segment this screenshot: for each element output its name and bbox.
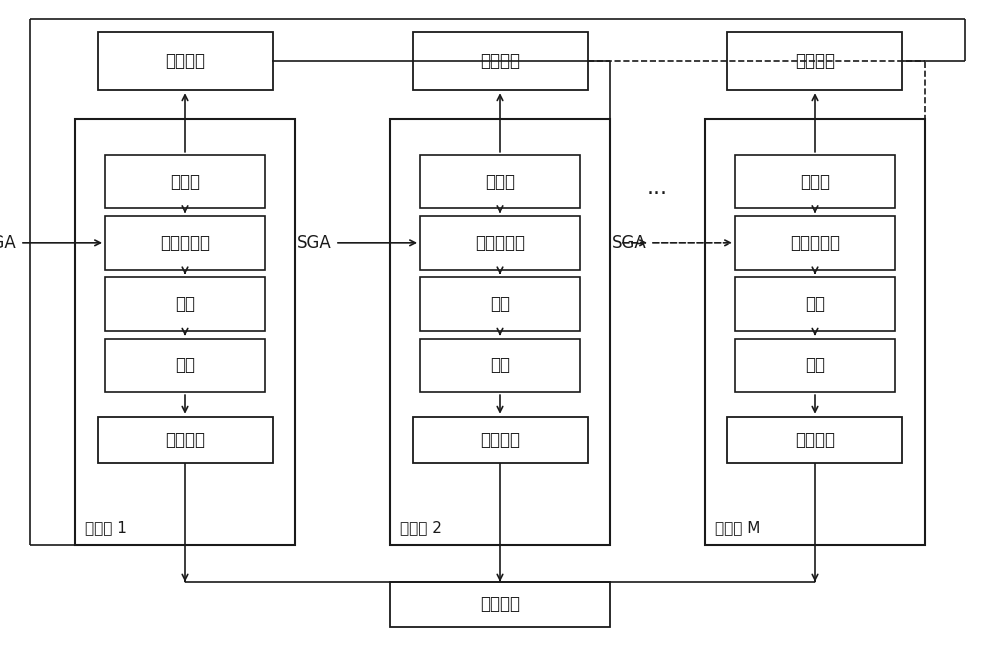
Bar bbox=[105, 277, 265, 331]
Text: 移民算子: 移民算子 bbox=[795, 52, 835, 70]
Bar bbox=[413, 417, 588, 463]
Bar bbox=[705, 119, 925, 545]
Bar bbox=[420, 339, 580, 392]
Text: SGA: SGA bbox=[297, 234, 332, 252]
Text: 子种群 1: 子种群 1 bbox=[85, 521, 127, 535]
Text: 人工选择: 人工选择 bbox=[165, 431, 205, 449]
Text: 子种群 M: 子种群 M bbox=[715, 521, 760, 535]
Text: SGA: SGA bbox=[0, 234, 17, 252]
Text: 初始化: 初始化 bbox=[485, 173, 515, 190]
Bar bbox=[105, 155, 265, 208]
Text: 交叉: 交叉 bbox=[175, 295, 195, 313]
Text: 人工选择: 人工选择 bbox=[795, 431, 835, 449]
Bar bbox=[735, 339, 895, 392]
Bar bbox=[735, 277, 895, 331]
Bar bbox=[727, 417, 902, 463]
Text: 子种群 2: 子种群 2 bbox=[400, 521, 442, 535]
Bar bbox=[727, 32, 902, 90]
Bar bbox=[420, 277, 580, 331]
Text: 初始化: 初始化 bbox=[170, 173, 200, 190]
Text: 初始化: 初始化 bbox=[800, 173, 830, 190]
Text: 人工选择: 人工选择 bbox=[480, 431, 520, 449]
Bar bbox=[105, 216, 265, 270]
Bar bbox=[98, 417, 272, 463]
Text: 变异: 变异 bbox=[490, 357, 510, 374]
Text: ···: ··· bbox=[647, 184, 668, 204]
Bar bbox=[98, 32, 272, 90]
Text: 适应度评估: 适应度评估 bbox=[790, 234, 840, 252]
Text: 移民算子: 移民算子 bbox=[480, 52, 520, 70]
Text: 变异: 变异 bbox=[175, 357, 195, 374]
Text: 精华种群: 精华种群 bbox=[480, 595, 520, 613]
Bar bbox=[390, 582, 610, 627]
Text: 移民算子: 移民算子 bbox=[165, 52, 205, 70]
Bar bbox=[413, 32, 588, 90]
Text: 适应度评估: 适应度评估 bbox=[475, 234, 525, 252]
Bar bbox=[105, 339, 265, 392]
Bar bbox=[390, 119, 610, 545]
Text: SGA: SGA bbox=[612, 234, 647, 252]
Bar bbox=[735, 155, 895, 208]
Text: 适应度评估: 适应度评估 bbox=[160, 234, 210, 252]
Text: 交叉: 交叉 bbox=[805, 295, 825, 313]
Text: 变异: 变异 bbox=[805, 357, 825, 374]
Bar bbox=[420, 155, 580, 208]
Bar bbox=[75, 119, 295, 545]
Bar bbox=[735, 216, 895, 270]
Bar bbox=[420, 216, 580, 270]
Text: 交叉: 交叉 bbox=[490, 295, 510, 313]
